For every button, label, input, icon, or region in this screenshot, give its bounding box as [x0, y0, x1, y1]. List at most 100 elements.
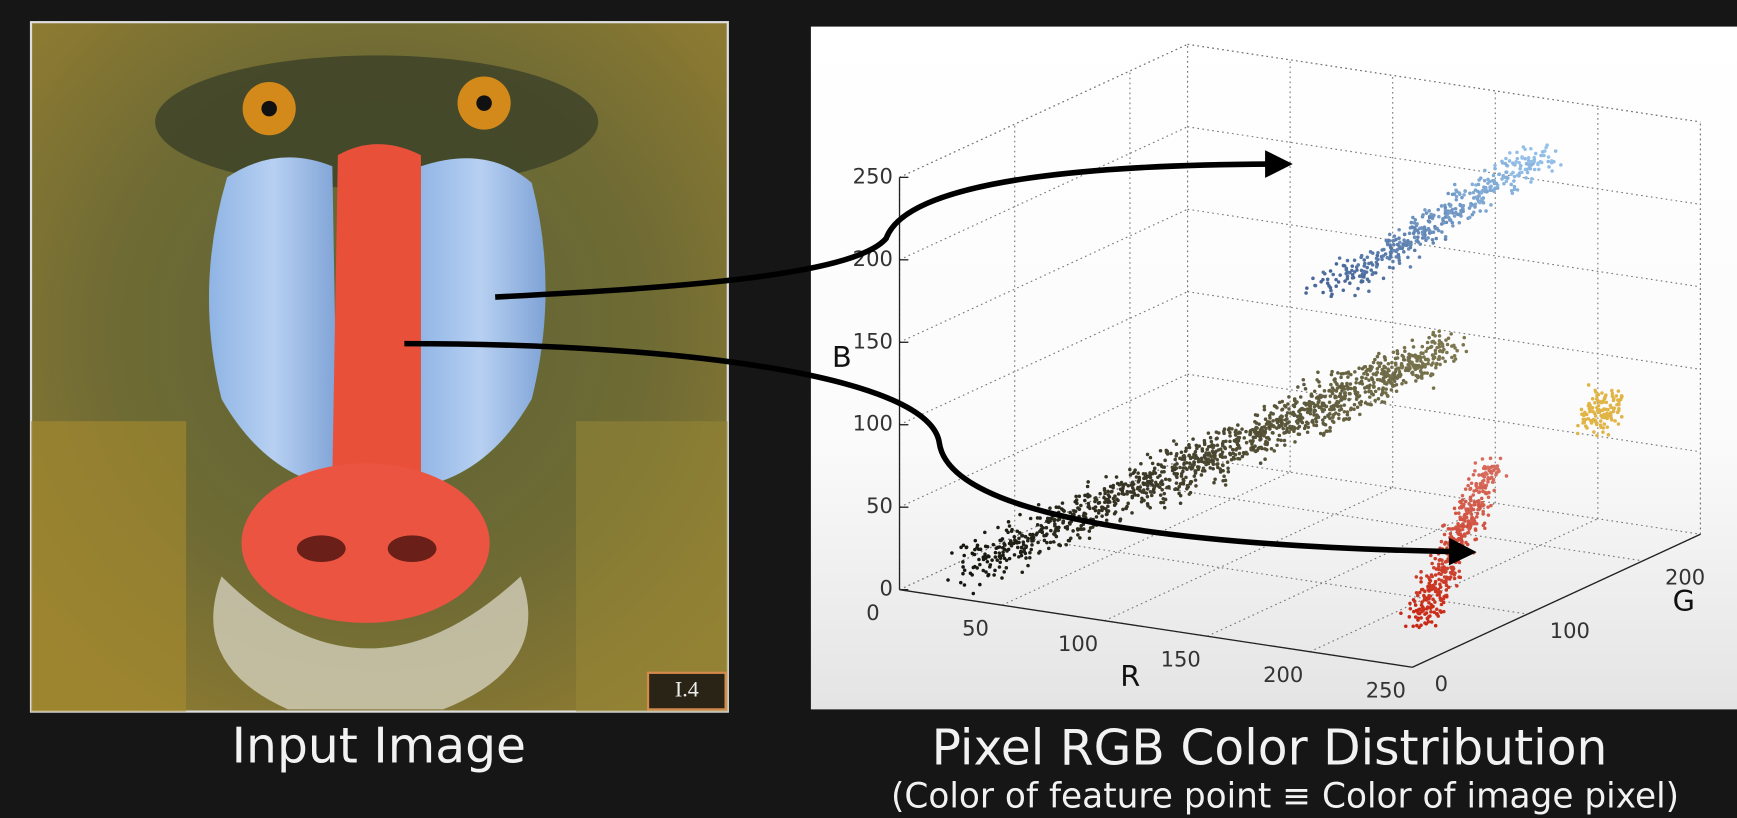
point: [1135, 475, 1139, 479]
point: [1603, 395, 1607, 399]
point: [1007, 520, 1011, 524]
point: [1385, 382, 1389, 386]
point: [1358, 394, 1362, 398]
point: [1344, 371, 1348, 375]
point: [1203, 455, 1207, 459]
point: [1088, 536, 1092, 540]
point: [1128, 468, 1132, 472]
point: [1094, 496, 1098, 500]
point: [1038, 529, 1042, 533]
point: [1395, 248, 1399, 252]
point: [1122, 485, 1126, 489]
point: [1397, 259, 1401, 263]
point: [1452, 542, 1456, 546]
point: [1276, 438, 1280, 442]
point: [1285, 414, 1289, 418]
point: [1443, 533, 1447, 537]
point: [1230, 427, 1234, 431]
point: [978, 563, 982, 567]
point: [1429, 610, 1433, 614]
point: [1492, 174, 1496, 178]
point: [1471, 183, 1475, 187]
point: [1460, 554, 1464, 558]
point: [1005, 566, 1009, 570]
point: [1449, 575, 1453, 579]
point: [1189, 480, 1193, 484]
point: [1329, 394, 1333, 398]
point: [1136, 471, 1140, 475]
point: [1332, 388, 1336, 392]
point: [1242, 451, 1246, 455]
point: [1121, 489, 1125, 493]
point: [1095, 515, 1099, 519]
point: [1173, 458, 1177, 462]
point: [1008, 524, 1012, 528]
g-tick-label: 0: [1435, 671, 1448, 696]
point: [1595, 423, 1599, 427]
point: [1534, 152, 1538, 156]
point: [1414, 228, 1418, 232]
point: [1445, 588, 1449, 592]
point: [1198, 444, 1202, 448]
point: [1304, 387, 1308, 391]
point: [988, 565, 992, 569]
point: [1410, 225, 1414, 229]
point: [1315, 420, 1319, 424]
point: [1550, 161, 1554, 165]
point: [1408, 232, 1412, 236]
point: [1442, 523, 1446, 527]
point: [1336, 371, 1340, 375]
point: [1498, 172, 1502, 176]
r-tick-label: 100: [1058, 631, 1098, 656]
point: [1150, 494, 1154, 498]
point: [1184, 476, 1188, 480]
point: [1449, 204, 1453, 208]
point: [1390, 388, 1394, 392]
point: [981, 555, 985, 559]
point: [1461, 494, 1465, 498]
point: [1438, 558, 1442, 562]
point: [1483, 522, 1487, 526]
point: [1329, 383, 1333, 387]
point: [1409, 607, 1413, 611]
point: [1591, 406, 1595, 410]
point: [1451, 221, 1455, 225]
point: [1454, 512, 1458, 516]
point: [1339, 376, 1343, 380]
point: [1301, 407, 1305, 411]
point: [1313, 405, 1317, 409]
point: [1591, 397, 1595, 401]
point: [1458, 544, 1462, 548]
point: [1251, 446, 1255, 450]
point: [1205, 448, 1209, 452]
point: [1437, 357, 1441, 361]
point: [1592, 430, 1596, 434]
point: [1505, 179, 1509, 183]
point: [1321, 418, 1325, 422]
point: [972, 592, 976, 596]
point: [1606, 425, 1610, 429]
point: [1193, 469, 1197, 473]
point: [1298, 425, 1302, 429]
point: [961, 560, 965, 564]
point: [1493, 164, 1497, 168]
point: [1467, 477, 1471, 481]
point: [1321, 270, 1325, 274]
point: [1209, 436, 1213, 440]
point: [1605, 408, 1609, 412]
point: [1392, 239, 1396, 243]
point: [1349, 408, 1353, 412]
point: [992, 573, 996, 577]
point: [1105, 519, 1109, 523]
point: [1487, 495, 1491, 499]
point: [1434, 573, 1438, 577]
point: [1453, 573, 1457, 577]
point: [1459, 501, 1463, 505]
point: [1358, 381, 1362, 385]
point: [1326, 281, 1330, 285]
point: [1191, 437, 1195, 441]
point: [1331, 273, 1335, 277]
point: [1212, 444, 1216, 448]
point: [1460, 506, 1464, 510]
point: [1137, 479, 1141, 483]
